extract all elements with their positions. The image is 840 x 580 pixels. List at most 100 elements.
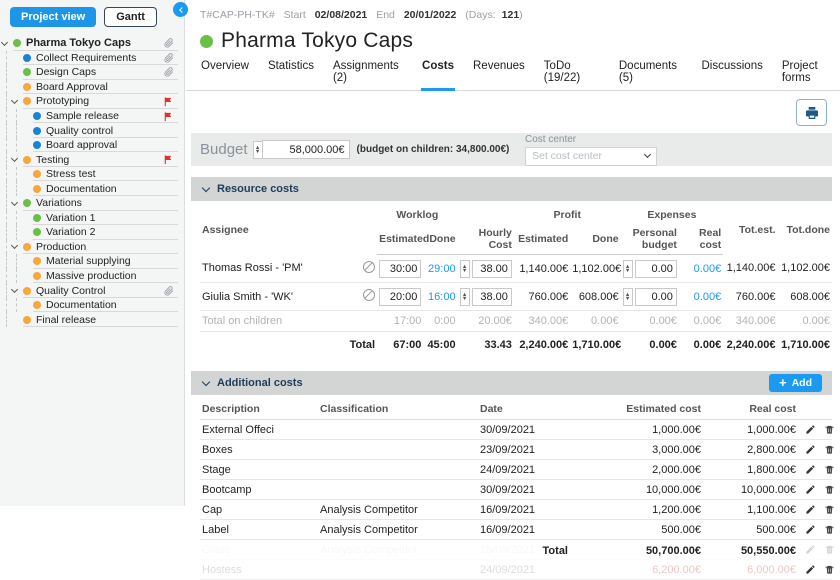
sidebar-tree-item[interactable]: Board Approval — [0, 79, 184, 95]
worklog-done-link[interactable]: 29:00 — [423, 254, 458, 283]
personal-budget-stepper-icon[interactable]: ▲ ▼ — [622, 260, 633, 278]
tab[interactable]: Project forms — [781, 60, 818, 84]
additional-cost-row: Stage 24/09/2021 2,000.00€ 1,800.00€ — [200, 459, 835, 480]
days-value: 121 — [501, 9, 520, 21]
tree-guide-line — [6, 239, 7, 255]
start-date: 02/08/2021 — [314, 9, 368, 21]
profit-estimated-value: 1,140.00€ — [513, 254, 571, 283]
no-worklog-icon[interactable] — [363, 260, 375, 273]
no-worklog-icon[interactable] — [363, 289, 375, 301]
gantt-button[interactable]: Gantt — [104, 7, 157, 27]
tree-expand-icon[interactable] — [10, 242, 23, 250]
delete-icon[interactable] — [824, 424, 835, 435]
edit-icon[interactable] — [805, 444, 816, 455]
days-label: (Days: — [465, 9, 496, 21]
edit-icon[interactable] — [805, 524, 816, 535]
tab[interactable]: Costs — [421, 60, 455, 91]
sidebar-tree-item[interactable]: Variation 1 — [0, 210, 184, 226]
edit-icon[interactable] — [805, 484, 816, 495]
resource-costs-section-header[interactable]: Resource costs — [191, 177, 832, 201]
cost-estimated-value: 1,000.00€ — [598, 419, 703, 440]
print-button[interactable] — [796, 99, 827, 126]
cost-estimated-value: 1,200.00€ — [598, 499, 703, 520]
personal-budget-input[interactable] — [634, 287, 677, 306]
sidebar-tree-item[interactable]: Design Caps — [0, 65, 184, 80]
tab[interactable]: ToDo (19/22) — [543, 60, 581, 84]
cost-description: Cap — [200, 499, 318, 520]
delete-icon[interactable] — [824, 444, 835, 455]
cost-center-select[interactable]: Set cost center — [525, 146, 657, 166]
paperclip-icon — [164, 38, 174, 48]
sidebar-tree-item[interactable]: Collect Requirements — [0, 50, 184, 66]
tab[interactable]: Statistics — [267, 60, 314, 72]
col-worklog-estimated: Estimated — [377, 224, 429, 255]
sidebar-tree-item[interactable]: Quality Control — [0, 283, 184, 298]
budget-input[interactable] — [261, 140, 350, 159]
edit-icon[interactable] — [805, 464, 816, 475]
delete-icon[interactable] — [824, 564, 835, 575]
sidebar-tree-item[interactable]: Pharma Tokyo Caps — [0, 36, 184, 51]
sidebar-tree-item[interactable]: Sample release — [0, 108, 184, 124]
project-meta: T#CAP-PH-TK# Start 02/08/2021 End 20/01/… — [200, 9, 840, 21]
delete-icon[interactable] — [824, 524, 835, 535]
tab[interactable]: Assignments (2) — [332, 60, 399, 84]
project-view-button[interactable]: Project view — [10, 7, 97, 27]
worklog-done-link[interactable]: 16:00 — [423, 282, 458, 311]
add-cost-button[interactable]: + Add — [768, 374, 822, 392]
hourly-cost-input[interactable] — [471, 259, 512, 278]
tab[interactable]: Documents (5) — [618, 60, 678, 84]
sidebar-tree-item[interactable]: Documentation — [0, 297, 184, 313]
real-cost-link[interactable]: 0.00€ — [678, 254, 724, 283]
sidebar-tree-item[interactable]: Board approval — [0, 137, 184, 153]
sidebar-tree-item[interactable]: Prototyping — [0, 94, 184, 109]
delete-icon[interactable] — [824, 484, 835, 495]
sidebar-tree-item[interactable]: Testing — [0, 152, 184, 167]
tree-expand-icon[interactable] — [10, 286, 23, 294]
sidebar-tree-item[interactable]: Stress test — [0, 166, 184, 182]
tree-guide-line — [6, 94, 7, 109]
cost-date: 24/09/2021 — [478, 459, 598, 480]
hourly-cost-stepper-icon[interactable]: ▲ ▼ — [459, 288, 470, 306]
sidebar-tree-item[interactable]: Documentation — [0, 181, 184, 197]
tree-expand-icon[interactable] — [0, 38, 13, 46]
sidebar-tree-item[interactable]: Material supplying — [0, 254, 184, 269]
tab[interactable]: Discussions — [701, 60, 763, 72]
tree-guide-line — [6, 196, 7, 211]
hourly-cost-stepper-icon[interactable]: ▲ ▼ — [459, 260, 470, 278]
task-status-dot-icon — [33, 301, 41, 310]
sidebar-tree-item[interactable]: Production — [0, 239, 184, 255]
edit-icon[interactable] — [805, 424, 816, 435]
tree-expand-icon[interactable] — [10, 198, 23, 206]
hourly-cost-input[interactable] — [471, 287, 512, 306]
tree-expand-icon[interactable] — [10, 96, 23, 104]
additional-costs-section-header[interactable]: Additional costs + Add — [191, 371, 832, 395]
sidebar-tree-item[interactable]: Final release — [0, 312, 184, 327]
task-status-dot-icon — [33, 126, 41, 135]
real-cost-link[interactable]: 0.00€ — [678, 282, 724, 311]
start-label: Start — [283, 9, 306, 21]
sidebar-tree-item[interactable]: Quality control — [0, 123, 184, 138]
col-personal-budget: Personal budget — [620, 224, 679, 255]
tree-expand-icon[interactable] — [10, 155, 23, 163]
tree-guide-line — [16, 166, 17, 182]
cost-real-value: 10,000.00€ — [703, 479, 798, 500]
col-estimated-cost: Estimated cost — [598, 399, 703, 420]
cost-date: 23/09/2021 — [478, 439, 598, 460]
personal-budget-stepper-icon[interactable]: ▲ ▼ — [622, 288, 633, 306]
sidebar-tree-item[interactable]: Variation 2 — [0, 225, 184, 240]
tree-item-label: Sample release — [46, 110, 119, 122]
sidebar-collapse-button[interactable] — [173, 2, 188, 17]
worklog-estimated-input[interactable] — [379, 287, 422, 306]
sidebar-tree-item[interactable]: Variations — [0, 196, 184, 211]
tab[interactable]: Revenues — [473, 60, 525, 72]
delete-icon[interactable] — [824, 464, 835, 475]
edit-icon[interactable] — [805, 564, 816, 575]
worklog-estimated-input[interactable] — [379, 259, 422, 278]
col-tot-est: Tot.est. — [738, 224, 776, 237]
tree-item-label: Documentation — [46, 182, 117, 195]
tree-item-label: Design Caps — [36, 66, 97, 79]
resource-costs-total-row: Total 67:00 45:00 33.43 2,240.00€ 1,710.… — [200, 332, 832, 361]
personal-budget-input[interactable] — [634, 259, 677, 278]
tab[interactable]: Overview — [201, 60, 249, 72]
sidebar-tree-item[interactable]: Massive production — [0, 268, 184, 284]
